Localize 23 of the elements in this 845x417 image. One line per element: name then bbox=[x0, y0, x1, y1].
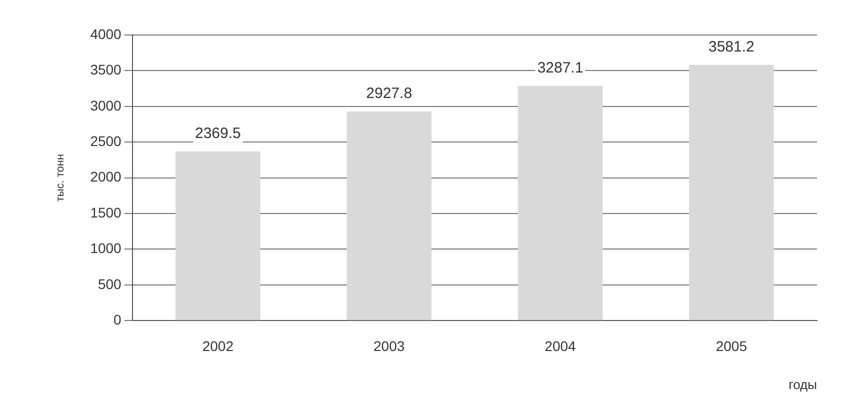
x-axis-title: годы bbox=[788, 376, 817, 392]
y-tick-label: 2500 bbox=[90, 132, 122, 149]
y-tick-label: 1000 bbox=[90, 240, 122, 256]
data-label: 3581.2 bbox=[708, 38, 754, 56]
data-label: 3287.1 bbox=[537, 60, 584, 77]
x-tick-label: 2004 bbox=[544, 338, 576, 354]
y-tick-label: 500 bbox=[98, 276, 122, 292]
data-label: 2369.5 bbox=[194, 125, 241, 142]
y-tick-label: 3500 bbox=[90, 62, 122, 78]
data-label: 2927.8 bbox=[366, 85, 412, 102]
x-tick-label: 2005 bbox=[716, 338, 748, 354]
bar bbox=[518, 86, 603, 320]
x-tick-label: 2002 bbox=[202, 338, 234, 354]
bar bbox=[689, 64, 774, 320]
y-tick-label: 4000 bbox=[90, 26, 122, 42]
y-tick-label: 0 bbox=[114, 311, 122, 328]
x-tick-label: 2003 bbox=[374, 338, 405, 354]
y-tick-label: 1500 bbox=[90, 204, 122, 220]
y-tick-label: 3000 bbox=[90, 97, 122, 114]
y-tick-label: 2000 bbox=[90, 168, 122, 185]
bar bbox=[346, 112, 432, 320]
y-axis-title: тыс. тонн bbox=[54, 154, 67, 202]
bar bbox=[176, 151, 260, 320]
